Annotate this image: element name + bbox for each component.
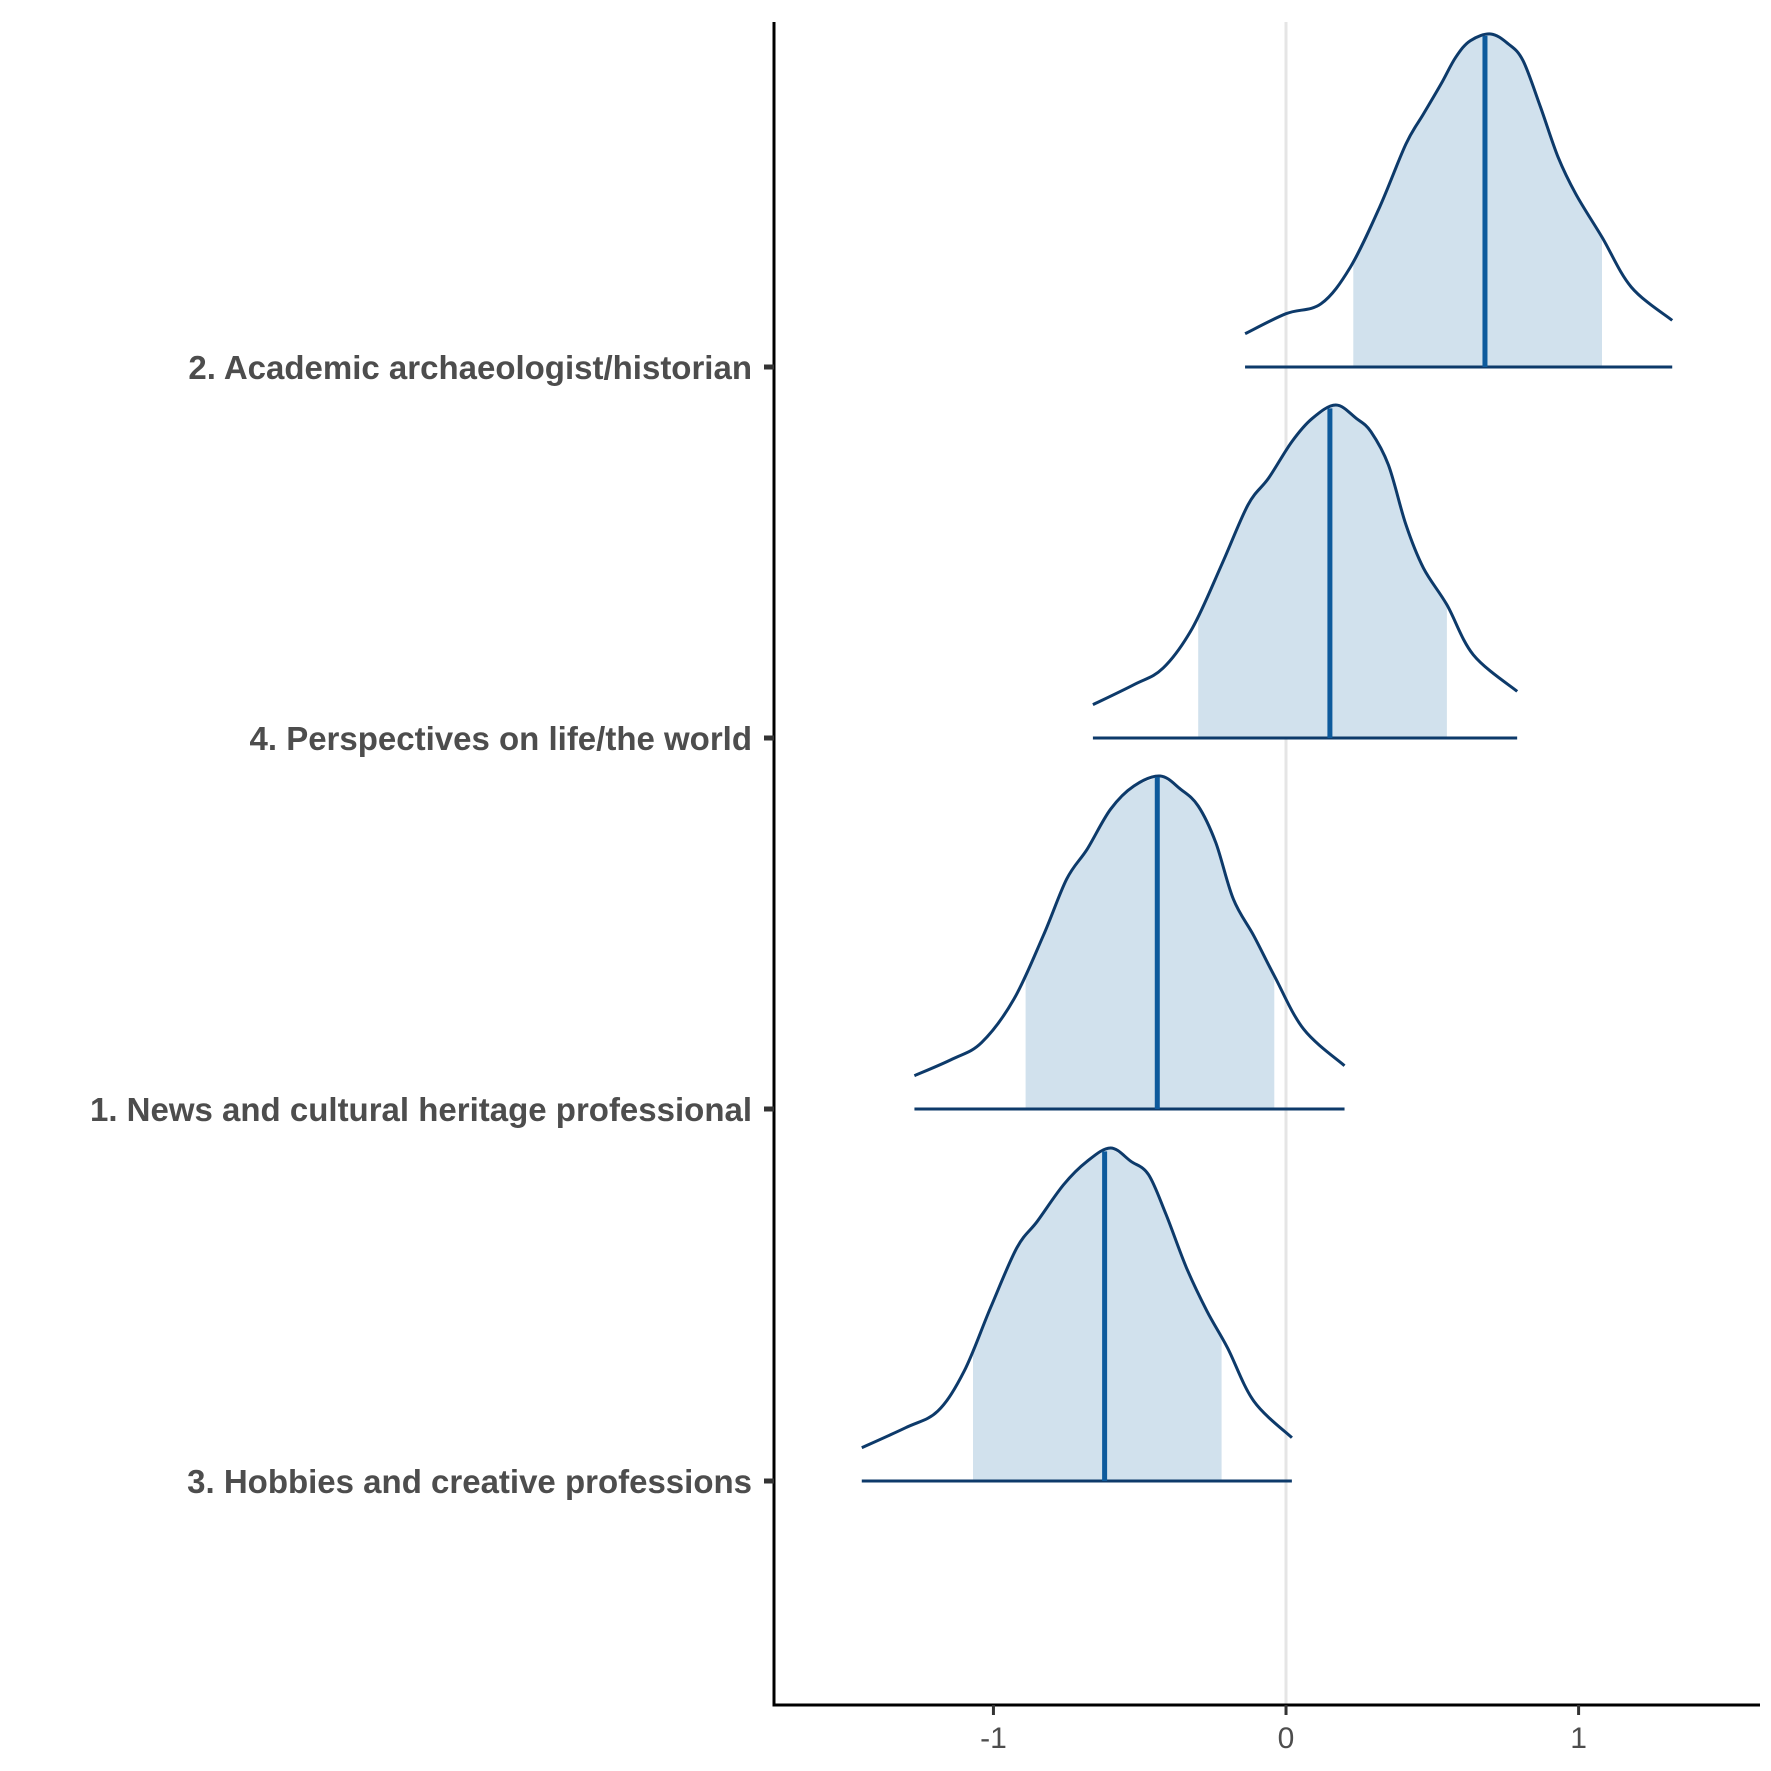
ridge-4 [861, 1146, 1293, 1483]
density-curve [1244, 32, 1674, 336]
ridge-1 [1244, 32, 1674, 369]
x-tick-label: 0 [1278, 1722, 1295, 1755]
interval-shade [973, 1148, 1222, 1481]
labels-layer: 2. Academic archaeologist/historian 4. Pe… [90, 349, 1587, 1755]
y-category-label: 1. News and cultural heritage profession… [90, 1091, 752, 1128]
y-category-label: 3. Hobbies and creative professions [187, 1463, 752, 1500]
y-category-label: 2. Academic archaeologist/historian [188, 349, 752, 386]
ridge-2 [1092, 403, 1519, 740]
interval-shade [1025, 776, 1275, 1109]
density-curve [861, 1146, 1293, 1450]
interval-shade [1198, 405, 1447, 738]
axes-layer [772, 22, 1760, 1707]
interval-shade [1353, 34, 1602, 367]
x-tick-label: 1 [1570, 1722, 1587, 1755]
y-category-label: 4. Perspectives on life/the world [250, 720, 753, 757]
x-tick-label: -1 [980, 1722, 1007, 1755]
ridge-3 [913, 774, 1346, 1111]
ridges-layer [861, 32, 1674, 1483]
density-curve [1092, 403, 1519, 707]
density-curve [913, 774, 1346, 1078]
